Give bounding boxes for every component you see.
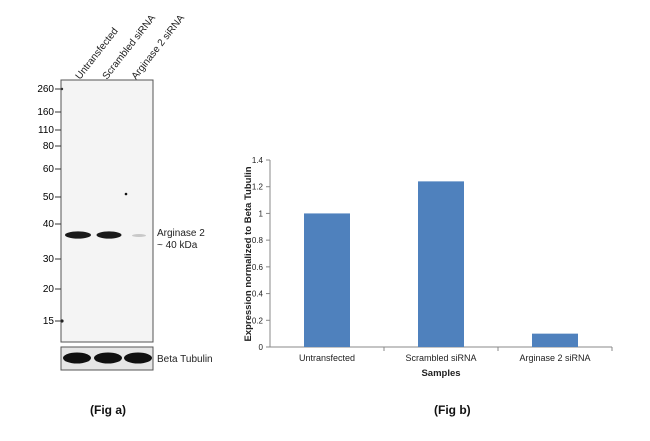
y-tick-label: 1.4 (252, 156, 264, 165)
y-tick-label: 1.2 (252, 183, 264, 192)
fig-a-caption: (Fig a) (90, 403, 126, 417)
x-tick-label: Untransfected (299, 353, 355, 363)
loading-control-label: Beta Tubulin (157, 354, 213, 365)
chart-bars (304, 181, 578, 347)
y-tick-label: 0.2 (252, 316, 264, 325)
marker-160: 160 (37, 107, 54, 118)
marker-50: 50 (43, 192, 55, 203)
marker-60: 60 (43, 164, 55, 175)
marker-80: 80 (43, 141, 55, 152)
tubulin-band-arginase2-sirna (124, 352, 152, 364)
y-tick-label: 0.8 (252, 236, 264, 245)
marker-110: 110 (38, 125, 54, 136)
blot-membrane (60, 79, 154, 343)
marker-260: 260 (37, 84, 54, 95)
marker-ladder: 260 160 110 80 60 50 40 30 20 15 (37, 84, 61, 327)
marker-30: 30 (43, 254, 55, 265)
tubulin-band-scrambled (94, 352, 122, 364)
y-tick-label: 1 (259, 209, 264, 218)
marker-15: 15 (43, 316, 55, 327)
marker-40: 40 (43, 219, 55, 230)
bar-arginase-2-sirna (532, 333, 578, 347)
band-arginase2-sirna (132, 234, 146, 237)
band-label-protein: Arginase 2 (157, 228, 205, 239)
band-scrambled (96, 231, 122, 239)
x-tick-label: Arginase 2 siRNA (519, 353, 590, 363)
fig-b-caption: (Fig b) (434, 403, 471, 417)
y-tick-label: 0.4 (252, 290, 264, 299)
y-axis-title: Expression normalized to Beta Tubulin (243, 166, 254, 341)
band-label-size: ~ 40 kDa (157, 240, 198, 251)
band-untransfected (65, 231, 91, 239)
x-tick-label: Scrambled siRNA (405, 353, 476, 363)
x-axis-title: Samples (421, 368, 460, 379)
y-tick-label: 0.6 (252, 263, 264, 272)
bar-untransfected (304, 213, 350, 347)
y-tick-label: 0 (259, 343, 264, 352)
tubulin-band-untransfected (63, 352, 91, 364)
bar-scrambled-sirna (418, 181, 464, 347)
marker-20: 20 (43, 284, 55, 295)
